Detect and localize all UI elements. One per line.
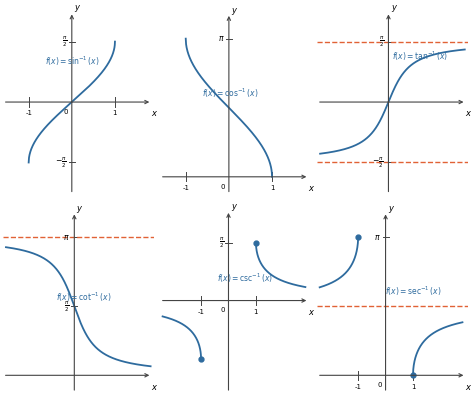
Text: $\frac{\pi}{2}$: $\frac{\pi}{2}$ [62,34,67,49]
Text: y: y [388,204,393,213]
Text: y: y [77,204,82,213]
Text: y: y [231,6,236,15]
Text: x: x [151,110,156,118]
Text: 1: 1 [411,384,415,389]
Text: x: x [309,184,313,193]
Text: 1: 1 [270,185,274,191]
Text: -1: -1 [355,384,362,389]
Text: -1: -1 [25,110,32,116]
Text: 0: 0 [220,307,225,314]
Text: x: x [465,383,471,392]
Text: 1: 1 [254,309,258,315]
Text: $\pi$: $\pi$ [218,34,224,43]
Text: $-\frac{\pi}{2}$: $-\frac{\pi}{2}$ [55,155,67,170]
Text: $f(x) = \cot^{-1}(x)$: $f(x) = \cot^{-1}(x)$ [55,290,111,304]
Text: $f(x) = \sin^{-1}(x)$: $f(x) = \sin^{-1}(x)$ [45,55,100,68]
Text: -1: -1 [182,185,189,191]
Text: $f(x) = \tan^{-1}(x)$: $f(x) = \tan^{-1}(x)$ [392,49,449,63]
Text: 0: 0 [220,184,225,190]
Text: $\pi$: $\pi$ [63,233,70,242]
Text: -1: -1 [198,309,205,315]
Text: 0: 0 [64,109,68,115]
Text: x: x [465,110,471,118]
Text: y: y [231,202,236,211]
Text: y: y [391,4,396,12]
Text: $\frac{\pi}{2}$: $\frac{\pi}{2}$ [379,34,384,49]
Text: y: y [74,4,79,12]
Text: $f(x) = \csc^{-1}(x)$: $f(x) = \csc^{-1}(x)$ [217,272,273,285]
Text: $f(x) = \sec^{-1}(x)$: $f(x) = \sec^{-1}(x)$ [385,285,441,298]
Text: $\frac{\pi}{2}$: $\frac{\pi}{2}$ [64,299,70,314]
Text: 0: 0 [377,382,382,388]
Text: $\pi$: $\pi$ [374,233,381,242]
Text: $\frac{\pi}{2}$: $\frac{\pi}{2}$ [219,235,224,250]
Text: 1: 1 [113,110,117,116]
Text: $-\frac{\pi}{2}$: $-\frac{\pi}{2}$ [372,155,384,170]
Text: x: x [309,308,313,317]
Text: $f(x) = \cos^{-1}(x)$: $f(x) = \cos^{-1}(x)$ [202,86,259,100]
Text: x: x [151,383,156,392]
